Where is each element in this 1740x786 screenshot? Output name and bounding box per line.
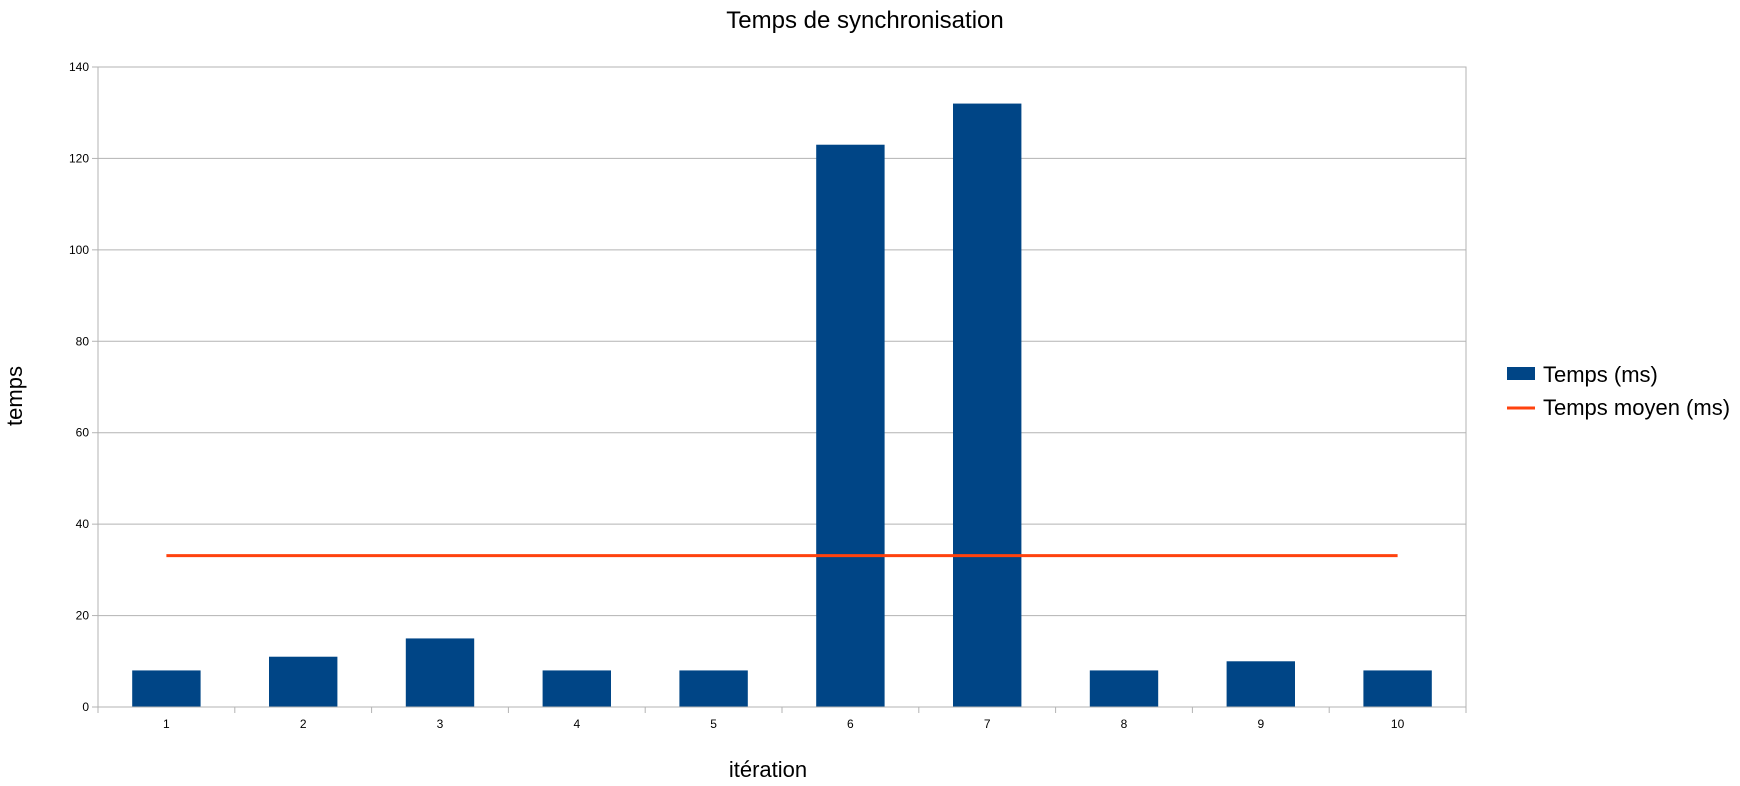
legend-bar-swatch xyxy=(1507,367,1535,380)
y-tick-label: 60 xyxy=(76,426,90,440)
legend-bar-label: Temps (ms) xyxy=(1543,362,1658,387)
x-tick-label: 2 xyxy=(300,717,307,731)
x-tick-label: 4 xyxy=(573,717,580,731)
bar xyxy=(679,670,748,707)
bar xyxy=(1089,670,1159,707)
x-tick-label: 10 xyxy=(1391,717,1405,731)
bar xyxy=(405,638,475,707)
bar xyxy=(269,656,338,707)
y-tick-label: 120 xyxy=(69,151,89,165)
y-tick-label: 20 xyxy=(76,609,90,623)
x-axis-title: itération xyxy=(729,757,807,782)
gridlines xyxy=(98,157,1466,617)
plot-area xyxy=(97,66,1467,708)
bar xyxy=(132,670,201,707)
x-tick-label: 5 xyxy=(710,717,717,731)
bar xyxy=(1226,661,1295,707)
y-axis-ticks: 0 20 40 60 80 100 120 140 xyxy=(69,60,98,714)
x-tick-label: 6 xyxy=(847,717,854,731)
y-tick-label: 80 xyxy=(76,334,90,348)
x-tick-label: 1 xyxy=(163,717,170,731)
bar xyxy=(542,670,611,707)
bar xyxy=(1363,670,1432,707)
y-axis-title: temps xyxy=(2,366,27,426)
y-tick-label: 0 xyxy=(82,700,89,714)
x-tick-label: 8 xyxy=(1121,717,1128,731)
legend-line-label: Temps moyen (ms) xyxy=(1543,395,1730,420)
y-tick-label: 40 xyxy=(76,517,90,531)
y-tick-label: 100 xyxy=(69,243,89,257)
y-tick-label: 140 xyxy=(69,60,89,74)
x-tick-label: 3 xyxy=(437,717,444,731)
x-tick-label: 7 xyxy=(984,717,991,731)
legend: Temps (ms) Temps moyen (ms) xyxy=(1507,362,1730,420)
bar xyxy=(816,144,885,707)
x-axis-ticks: 1 2 3 4 5 6 7 8 9 10 xyxy=(97,707,1467,731)
x-tick-label: 9 xyxy=(1257,717,1264,731)
chart-title: Temps de synchronisation xyxy=(726,7,1003,34)
bar xyxy=(953,103,1022,708)
bar-series xyxy=(132,103,1432,708)
